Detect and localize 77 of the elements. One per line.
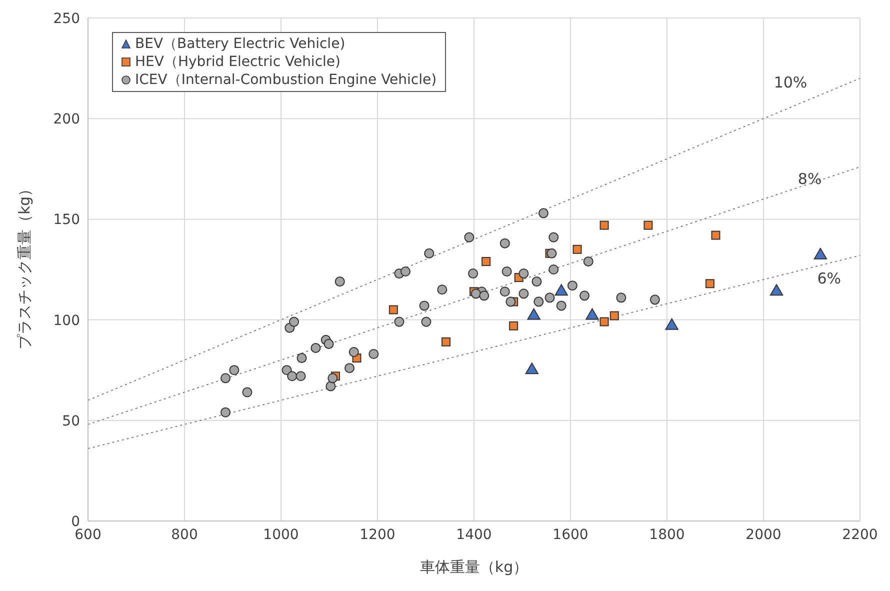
point — [419, 300, 430, 311]
x-tick-label: 1400 — [456, 526, 492, 543]
legend-label: BEV（Battery Electric Vehicle) — [135, 35, 346, 53]
annotation: 10% — [774, 74, 808, 92]
point — [296, 353, 307, 364]
point — [421, 316, 432, 327]
point — [437, 284, 448, 295]
point — [368, 349, 379, 360]
x-axis-title: 車体重量（kg） — [420, 558, 528, 576]
point — [705, 279, 714, 288]
point — [546, 248, 557, 258]
point — [572, 244, 582, 254]
point — [532, 276, 542, 287]
x-tick-label: 1200 — [360, 526, 396, 543]
y-tick-label: 150 — [53, 212, 80, 228]
point — [464, 232, 474, 242]
point — [400, 266, 410, 277]
x-tick-label: 800 — [171, 526, 198, 543]
point — [310, 342, 321, 353]
point — [242, 387, 252, 398]
point — [650, 294, 660, 305]
point — [644, 220, 653, 230]
point — [600, 317, 609, 326]
annotation: 6% — [817, 270, 842, 288]
annotation: 8% — [798, 170, 822, 188]
y-tick-label: 250 — [53, 10, 80, 27]
y-tick-label: 100 — [53, 312, 80, 329]
point — [509, 321, 518, 330]
point — [394, 316, 404, 327]
point — [468, 268, 478, 279]
point — [344, 363, 355, 374]
point — [328, 373, 338, 384]
point — [534, 296, 544, 307]
point — [334, 276, 345, 287]
point — [518, 288, 529, 299]
point — [482, 256, 491, 266]
y-tick-label: 50 — [62, 413, 80, 430]
x-tick-label: 1000 — [263, 526, 299, 543]
point — [544, 292, 555, 303]
point — [424, 248, 434, 258]
point — [600, 220, 609, 230]
point — [326, 381, 336, 392]
legend-label: HEV（Hybrid Electric Vehicle) — [135, 53, 340, 71]
y-tick-label: 200 — [53, 112, 80, 128]
point — [711, 230, 720, 240]
point — [567, 280, 578, 291]
legend-label: ICEV（Internal-Combustion Engine Vehicle) — [135, 71, 437, 89]
point — [220, 407, 231, 418]
point — [388, 305, 398, 314]
point — [616, 292, 626, 303]
point — [289, 316, 300, 327]
y-axis-title: プラスチック重量（kg） — [15, 181, 34, 350]
point — [479, 290, 490, 301]
x-tick-label: 1800 — [649, 526, 685, 543]
point — [500, 286, 510, 297]
point — [518, 268, 529, 279]
point — [579, 290, 590, 301]
point — [538, 208, 548, 218]
point — [470, 288, 481, 299]
point — [442, 337, 451, 346]
point — [502, 266, 512, 277]
x-tick-label: 2000 — [746, 526, 782, 543]
point — [556, 300, 566, 311]
point — [229, 365, 240, 376]
point — [548, 232, 559, 242]
point — [583, 256, 594, 266]
point — [296, 371, 306, 382]
point — [348, 346, 359, 357]
point — [548, 264, 559, 275]
point — [220, 373, 231, 384]
point — [287, 371, 298, 382]
x-tick-label: 2200 — [842, 526, 878, 543]
point — [500, 238, 510, 248]
point — [610, 311, 619, 320]
x-tick-label: 1600 — [552, 526, 588, 543]
point — [506, 296, 516, 307]
point — [324, 338, 334, 349]
